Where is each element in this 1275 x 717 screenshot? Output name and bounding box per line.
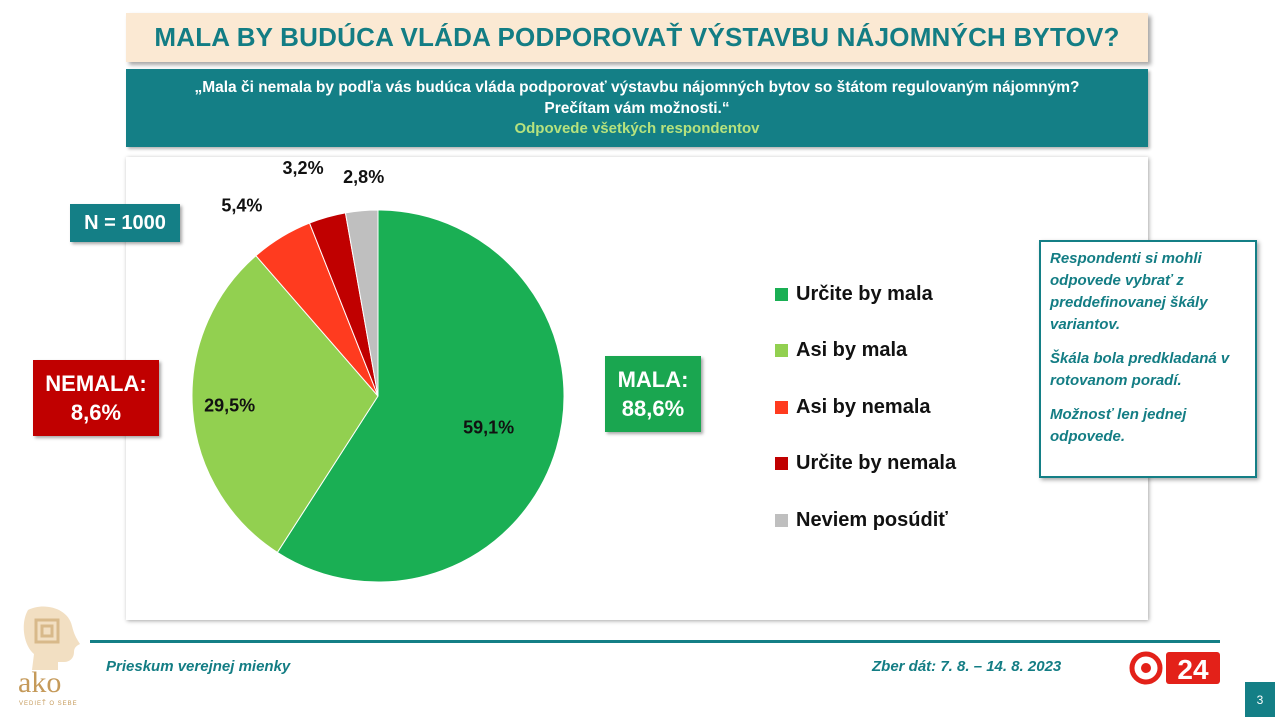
ako-logo-tagline: VEDIEŤ O SEBE bbox=[19, 699, 78, 707]
legend-item: Asi by mala bbox=[775, 323, 956, 380]
nemala-summary-box: NEMALA: 8,6% bbox=[33, 360, 159, 436]
mala-value: 88,6% bbox=[621, 396, 685, 421]
chart-legend: Určite by mala Asi by mala Asi by nemala… bbox=[775, 266, 956, 549]
nemala-value: 8,6% bbox=[70, 400, 122, 425]
footer-collection-date: Zber dát: 7. 8. – 14. 8. 2023 bbox=[872, 658, 1062, 675]
ako-logo-text: ako bbox=[18, 666, 61, 699]
question-banner: „Mala či nemala by podľa vás budúca vlád… bbox=[126, 69, 1148, 147]
respondents-note: Odpovede všetkých respondentov bbox=[514, 120, 760, 137]
page-title: MALA BY BUDÚCA VLÁDA PODPOROVAŤ VÝSTAVBU… bbox=[154, 22, 1120, 52]
survey-question: „Mala či nemala by podľa vás budúca vlád… bbox=[194, 79, 1080, 117]
mala-label: MALA: bbox=[617, 367, 689, 392]
legend-item: Asi by nemala bbox=[775, 379, 956, 436]
legend-label: Neviem posúdiť bbox=[796, 508, 948, 531]
pie-slice-urcite-by-mala bbox=[276, 209, 565, 583]
pie-slice-asi-by-mala bbox=[191, 255, 379, 554]
legend-label: Určite by mala bbox=[796, 282, 933, 305]
pie-slice-neviem-posudit bbox=[344, 209, 379, 397]
pie-data-label-neviem-posudit: 2,8% bbox=[343, 167, 384, 187]
legend-label: Asi by nemala bbox=[796, 395, 931, 418]
legend-item: Určite by nemala bbox=[775, 436, 956, 493]
legend-label: Asi by mala bbox=[796, 339, 908, 362]
pie-data-label-asi-by-mala: 29,5% bbox=[204, 395, 255, 415]
legend-swatch bbox=[775, 400, 788, 414]
legend-swatch bbox=[775, 457, 788, 471]
tv24-logo-text: 24 bbox=[1177, 654, 1209, 685]
legend-swatch bbox=[775, 344, 788, 358]
note-paragraph: Možnosť len jednej odpovede. bbox=[1050, 406, 1187, 445]
legend-swatch bbox=[775, 513, 788, 527]
pie-data-label-asi-by-nemala: 5,4% bbox=[221, 195, 262, 215]
note-paragraph: Respondenti si mohli odpovede vybrať z p… bbox=[1050, 250, 1208, 333]
legend-label: Určite by nemala bbox=[796, 452, 957, 475]
pie-data-label-urcite-by-mala: 59,1% bbox=[463, 417, 514, 437]
page-number: 3 bbox=[1245, 682, 1275, 717]
title-banner: MALA BY BUDÚCA VLÁDA PODPOROVAŤ VÝSTAVBU… bbox=[126, 13, 1148, 62]
pie-data-label-urcite-by-nemala: 3,2% bbox=[283, 158, 324, 178]
legend-item: Určite by mala bbox=[775, 266, 956, 323]
mala-summary-box: MALA: 88,6% bbox=[605, 356, 701, 432]
nemala-label: NEMALA: bbox=[45, 371, 147, 396]
legend-swatch bbox=[775, 287, 788, 301]
footer-divider bbox=[90, 640, 1220, 643]
methodology-note: Respondenti si mohli odpovede vybrať z p… bbox=[1039, 240, 1257, 478]
legend-item: Neviem posúdiť bbox=[775, 492, 956, 549]
sample-size-badge: N = 1000 bbox=[70, 204, 180, 242]
note-paragraph: Škála bola predkladaná v rotovanom porad… bbox=[1050, 350, 1230, 389]
tv24-logo: 24 bbox=[1128, 650, 1224, 686]
ako-logo: ako VEDIEŤ O SEBE bbox=[14, 604, 84, 708]
footer-survey-name: Prieskum verejnej mienky bbox=[106, 658, 291, 675]
